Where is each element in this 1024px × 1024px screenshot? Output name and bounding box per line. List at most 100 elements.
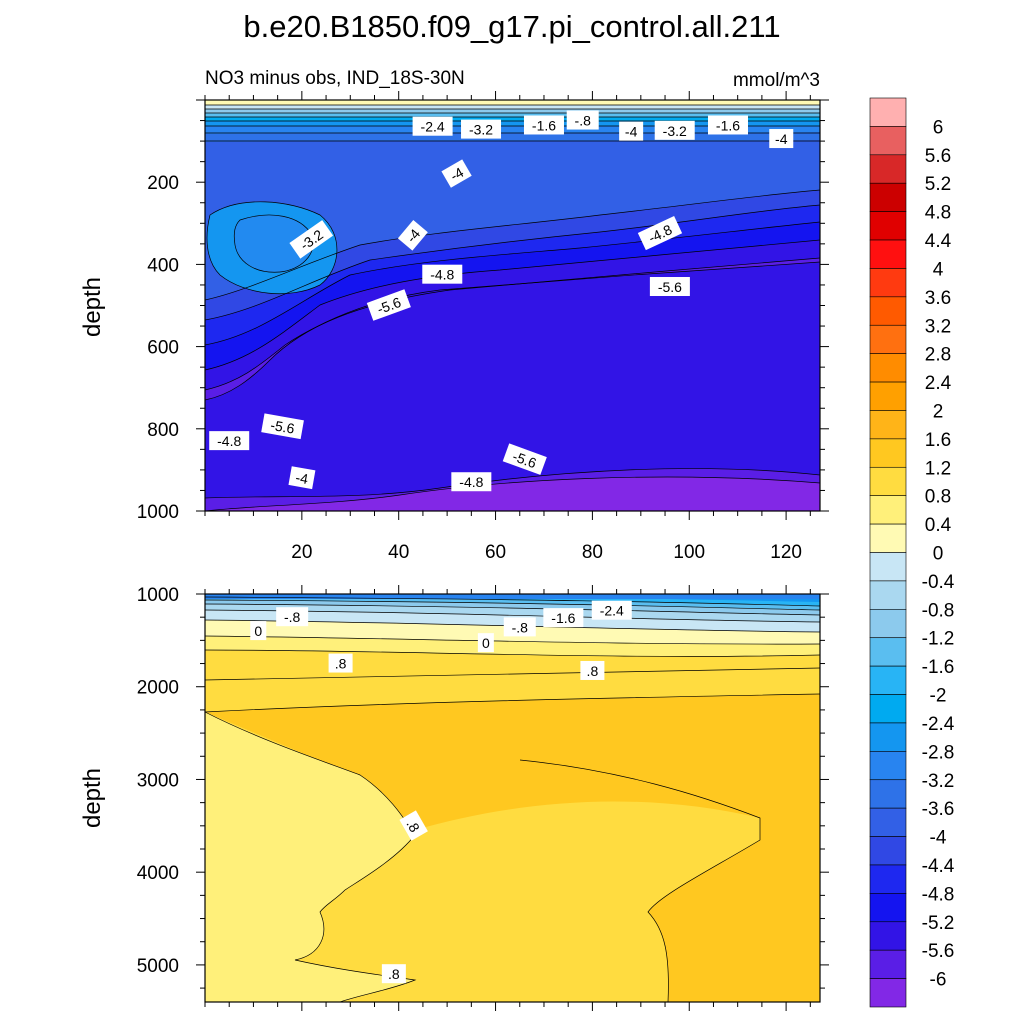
colorbar-label: -5.6 [922, 941, 955, 962]
colorbar: 6 5.6 5.2 4.8 4.4 4 3.6 3.2 2.8 2.4 2 1.6 1.2 0.8 0.4 0… [869, 97, 955, 1008]
y-tick-label: 5000 [137, 956, 179, 977]
y-tick-label: 600 [147, 338, 179, 359]
colorbar-label: 4.4 [925, 231, 952, 252]
x-tick-label: 60 [485, 542, 506, 563]
svg-text:-5.6: -5.6 [375, 294, 403, 317]
colorbar-swatch [869, 353, 907, 383]
colorbar-swatch [869, 126, 907, 156]
contour-label: -5.6 [502, 443, 547, 475]
colorbar-swatch [869, 751, 907, 781]
colorbar-swatch [869, 523, 907, 553]
colorbar-label: -1.2 [922, 629, 955, 650]
svg-text:-4.8: -4.8 [430, 267, 454, 283]
colorbar-swatch [869, 466, 907, 496]
colorbar-label: 2.8 [925, 345, 951, 366]
x-tick-label: 120 [770, 542, 802, 563]
svg-text:.8: .8 [587, 663, 599, 679]
colorbar-swatch [869, 836, 907, 866]
contour-label: -.8 [276, 607, 309, 627]
x-tick-label: 40 [388, 542, 409, 563]
x-tick-label: 80 [582, 542, 603, 563]
colorbar-label: -2.8 [922, 742, 955, 763]
svg-text:-4.8: -4.8 [459, 474, 483, 490]
contour-label: -4 [397, 220, 428, 251]
colorbar-label: -0.8 [922, 600, 955, 621]
colorbar-label: 5.6 [925, 146, 951, 167]
y-tick-label: 400 [147, 255, 179, 276]
colorbar-label: 1.2 [925, 458, 951, 479]
y-tick-label: 3000 [137, 770, 179, 791]
svg-text:.8: .8 [335, 656, 347, 672]
colorbar-label: 2 [933, 401, 944, 422]
svg-text:-5.6: -5.6 [269, 417, 296, 437]
y-tick-label: 4000 [137, 863, 179, 884]
colorbar-label: -4.4 [922, 856, 955, 877]
contour-label: -4 [769, 129, 794, 149]
svg-text:0: 0 [482, 635, 490, 651]
svg-text:-.8: -.8 [512, 619, 529, 635]
svg-text:.8: .8 [388, 966, 400, 982]
contour-label: -.8 [503, 617, 536, 637]
y-tick-label: 200 [147, 173, 179, 194]
colorbar-swatch [869, 324, 907, 354]
colorbar-label: -1.6 [922, 657, 955, 678]
y-tick-label: 1000 [137, 585, 179, 606]
colorbar-swatch [869, 211, 907, 241]
colorbar-label: 6 [933, 117, 944, 138]
svg-text:-4: -4 [625, 124, 638, 140]
colorbar-label: -5.2 [922, 913, 955, 934]
contour-label: -4 [441, 159, 472, 188]
svg-text:-1.6: -1.6 [532, 117, 556, 133]
contour-label: .8 [580, 660, 605, 680]
contour-label: -4 [288, 466, 316, 490]
svg-text:-4: -4 [294, 469, 309, 487]
colorbar-swatch [869, 864, 907, 894]
colorbar-swatch [869, 609, 907, 639]
y-tick-label: 2000 [137, 678, 179, 699]
colorbar-swatch [869, 665, 907, 695]
y-tick-label: 1000 [137, 502, 179, 523]
colorbar-label: 3.2 [925, 316, 951, 337]
colorbar-swatch [869, 694, 907, 724]
x-tick-label: 20 [291, 542, 312, 563]
svg-text:-.8: -.8 [575, 113, 592, 129]
contour-label: -.8 [566, 110, 599, 130]
contour-label: -5.6 [261, 413, 304, 440]
contour-label: .8 [328, 653, 353, 673]
contour-label: .8 [381, 964, 406, 984]
contour-label: -1.6 [523, 115, 564, 135]
colorbar-swatch [869, 552, 907, 582]
top-panel: NO3 minus obs, IND_18S-30N mmol/m^3 [79, 68, 829, 563]
colorbar-label: 4 [933, 259, 944, 280]
colorbar-swatch [869, 268, 907, 298]
svg-text:0: 0 [254, 623, 262, 639]
svg-text:-1.6: -1.6 [551, 610, 575, 626]
colorbar-swatch [869, 182, 907, 212]
colorbar-swatch [869, 410, 907, 440]
colorbar-swatch [869, 495, 907, 525]
colorbar-label: -6 [930, 970, 947, 991]
svg-text:-2.4: -2.4 [421, 119, 445, 135]
svg-text:-3.2: -3.2 [469, 122, 493, 138]
top-ylabel: depth [79, 277, 106, 337]
colorbar-swatch [869, 239, 907, 269]
contour-label: -1.6 [707, 115, 748, 135]
contour-label: -3.2 [654, 120, 695, 140]
contour-label: .8 [399, 810, 428, 841]
svg-text:-4.8: -4.8 [217, 433, 241, 449]
svg-text:-4: -4 [775, 131, 788, 147]
colorbar-swatch [869, 637, 907, 667]
contour-label: 0 [477, 633, 494, 653]
contour-label: -1.6 [543, 608, 584, 628]
colorbar-label: 0.8 [925, 487, 951, 508]
colorbar-label: -3.2 [922, 771, 955, 792]
colorbar-label: -3.6 [922, 799, 955, 820]
colorbar-swatch [869, 978, 907, 1008]
y-tick-label: 800 [147, 420, 179, 441]
contour-label: -2.4 [591, 600, 632, 620]
colorbar-swatch [869, 949, 907, 979]
contour-label: -5.6 [649, 277, 690, 297]
colorbar-label: -0.4 [922, 572, 955, 593]
contour-label: -5.6 [366, 289, 411, 321]
